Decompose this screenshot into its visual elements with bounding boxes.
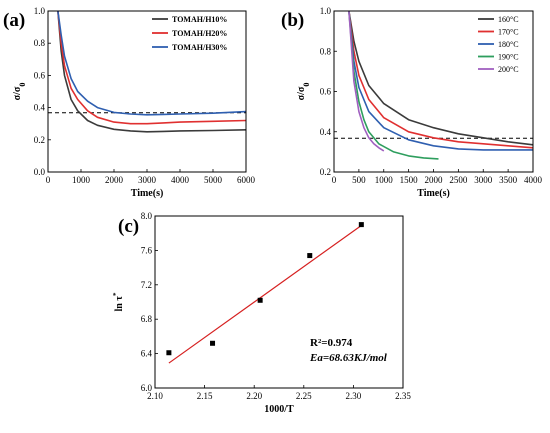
c-data-point (210, 340, 216, 346)
b-x-tick-label: 2500 (449, 175, 468, 185)
c-y-tick-label: 6.4 (141, 349, 153, 359)
b-series-line-2 (348, 10, 534, 149)
c-data-point (257, 297, 263, 303)
b-y-tick-label: 0.4 (320, 127, 332, 137)
a-y-tick-label: 0.8 (34, 38, 46, 48)
c-x-tick-label: 2.30 (346, 391, 362, 401)
b-y-tick-label: 0.2 (320, 167, 331, 177)
c-data-point (166, 350, 172, 356)
a-y-tick-label: 0.6 (34, 70, 46, 80)
b-legend-label: 180°C (498, 40, 519, 49)
panel-a-legend: TOMAH/H10% TOMAH/H20% TOMAH/H30% (152, 15, 227, 52)
b-x-tick-label: 0 (332, 175, 337, 185)
b-legend-label: 190°C (498, 53, 519, 62)
panel-c: (c) 2.10 2.15 2.20 2.25 2.30 2.35 6.0 6.4 6.8 7.2… (112, 211, 411, 415)
c-x-tick-label: 2.25 (296, 391, 312, 401)
panel-a-letter: (a) (3, 10, 25, 31)
panel-b-legend: 160°C 170°C 180°C 190°C 200°C (478, 15, 519, 74)
panel-b: (b) 0 500 1000 1500 2000 2500 3000 3500 40000.20… (281, 6, 543, 199)
panel-c-ticks: 2.10 2.15 2.20 2.25 2.30 2.35 6.0 6.4 6.8 7.2 7.6 8… (141, 211, 412, 401)
panel-c-letter: (c) (118, 216, 139, 237)
a-legend-label: TOMAH/H30% (172, 43, 227, 52)
c-fit-line (168, 224, 362, 364)
b-y-tick-label: 0.8 (320, 46, 332, 56)
a-y-tick-label: 0.4 (34, 103, 46, 113)
b-legend-label: 200°C (498, 65, 519, 74)
a-x-tick-label: 4000 (171, 175, 190, 185)
panel-b-x-axis-label: Time(s) (417, 188, 450, 199)
panel-c-plot-frame (154, 215, 404, 389)
panel-c-series (166, 222, 364, 364)
b-series-line-3 (348, 10, 533, 151)
b-y-tick-label: 1.0 (320, 6, 332, 16)
a-x-tick-label: 5000 (204, 175, 223, 185)
panel-a-x-axis-label: Time(s) (131, 188, 164, 199)
a-series-line-2 (57, 10, 247, 125)
b-y-tick-label: 0.6 (320, 87, 332, 97)
c-y-tick-label: 7.2 (141, 280, 152, 290)
panel-b-letter: (b) (281, 10, 304, 31)
a-series-line-1 (57, 10, 247, 133)
a-legend-label: TOMAH/H20% (172, 29, 227, 38)
c-data-point (358, 222, 364, 228)
b-x-tick-label: 1500 (400, 175, 419, 185)
b-legend-label: 160°C (498, 15, 519, 24)
c-y-tick-label: 6.0 (141, 383, 153, 393)
a-x-tick-label: 3000 (138, 175, 157, 185)
a-legend-label: TOMAH/H10% (172, 15, 227, 24)
c-y-tick-label: 7.6 (141, 245, 153, 255)
c-y-tick-label: 6.8 (141, 314, 153, 324)
panel-a-series (48, 10, 247, 133)
panel-b-ticks: 0 500 1000 1500 2000 2500 3000 3500 4000 0.2 0.4 0.… (320, 6, 543, 185)
c-x-tick-label: 2.20 (246, 391, 262, 401)
b-x-tick-label: 500 (352, 175, 366, 185)
panel-a-ticks: 0 1000 2000 3000 4000 5000 6000 0.0 0.2 0.4 0.6 0.8… (34, 6, 256, 185)
a-x-tick-label: 2000 (105, 175, 124, 185)
b-series-line-1 (348, 10, 534, 146)
panel-c-activation-energy: Ea=68.63KJ/mol (309, 352, 388, 364)
c-y-tick-label: 8.0 (141, 211, 153, 221)
a-series-line-3 (57, 10, 247, 116)
a-y-tick-label: 0.2 (34, 135, 45, 145)
b-x-tick-label: 2000 (425, 175, 444, 185)
panel-b-y-axis-label: σ/σ0 (296, 83, 311, 101)
b-x-tick-label: 1000 (375, 175, 394, 185)
c-data-point (307, 253, 313, 259)
a-x-tick-label: 6000 (237, 175, 256, 185)
a-x-tick-label: 0 (46, 175, 51, 185)
a-y-tick-label: 0.0 (34, 167, 46, 177)
b-x-tick-label: 4000 (524, 175, 543, 185)
c-x-tick-label: 2.15 (197, 391, 213, 401)
c-x-tick-label: 2.10 (147, 391, 163, 401)
b-x-tick-label: 3000 (474, 175, 493, 185)
a-x-tick-label: 1000 (72, 175, 91, 185)
panel-c-r-squared: R²=0.974 (310, 337, 353, 349)
b-x-tick-label: 3500 (499, 175, 518, 185)
a-y-tick-label: 1.0 (34, 6, 46, 16)
panel-c-x-axis-label: 1000/T (264, 404, 294, 415)
panel-a: (a) 0 1000 2000 3000 4000 5000 6000 0.0 0.2 0.4 0.… (3, 6, 256, 199)
b-legend-label: 170°C (498, 28, 519, 37)
panel-a-y-axis-label: σ/σ0 (12, 83, 27, 101)
c-x-tick-label: 2.35 (395, 391, 411, 401)
panel-b-series (334, 10, 534, 160)
panel-c-y-axis-label: ln τ* (112, 292, 125, 311)
b-series-line-5 (348, 10, 385, 152)
b-series-line-4 (348, 10, 439, 160)
